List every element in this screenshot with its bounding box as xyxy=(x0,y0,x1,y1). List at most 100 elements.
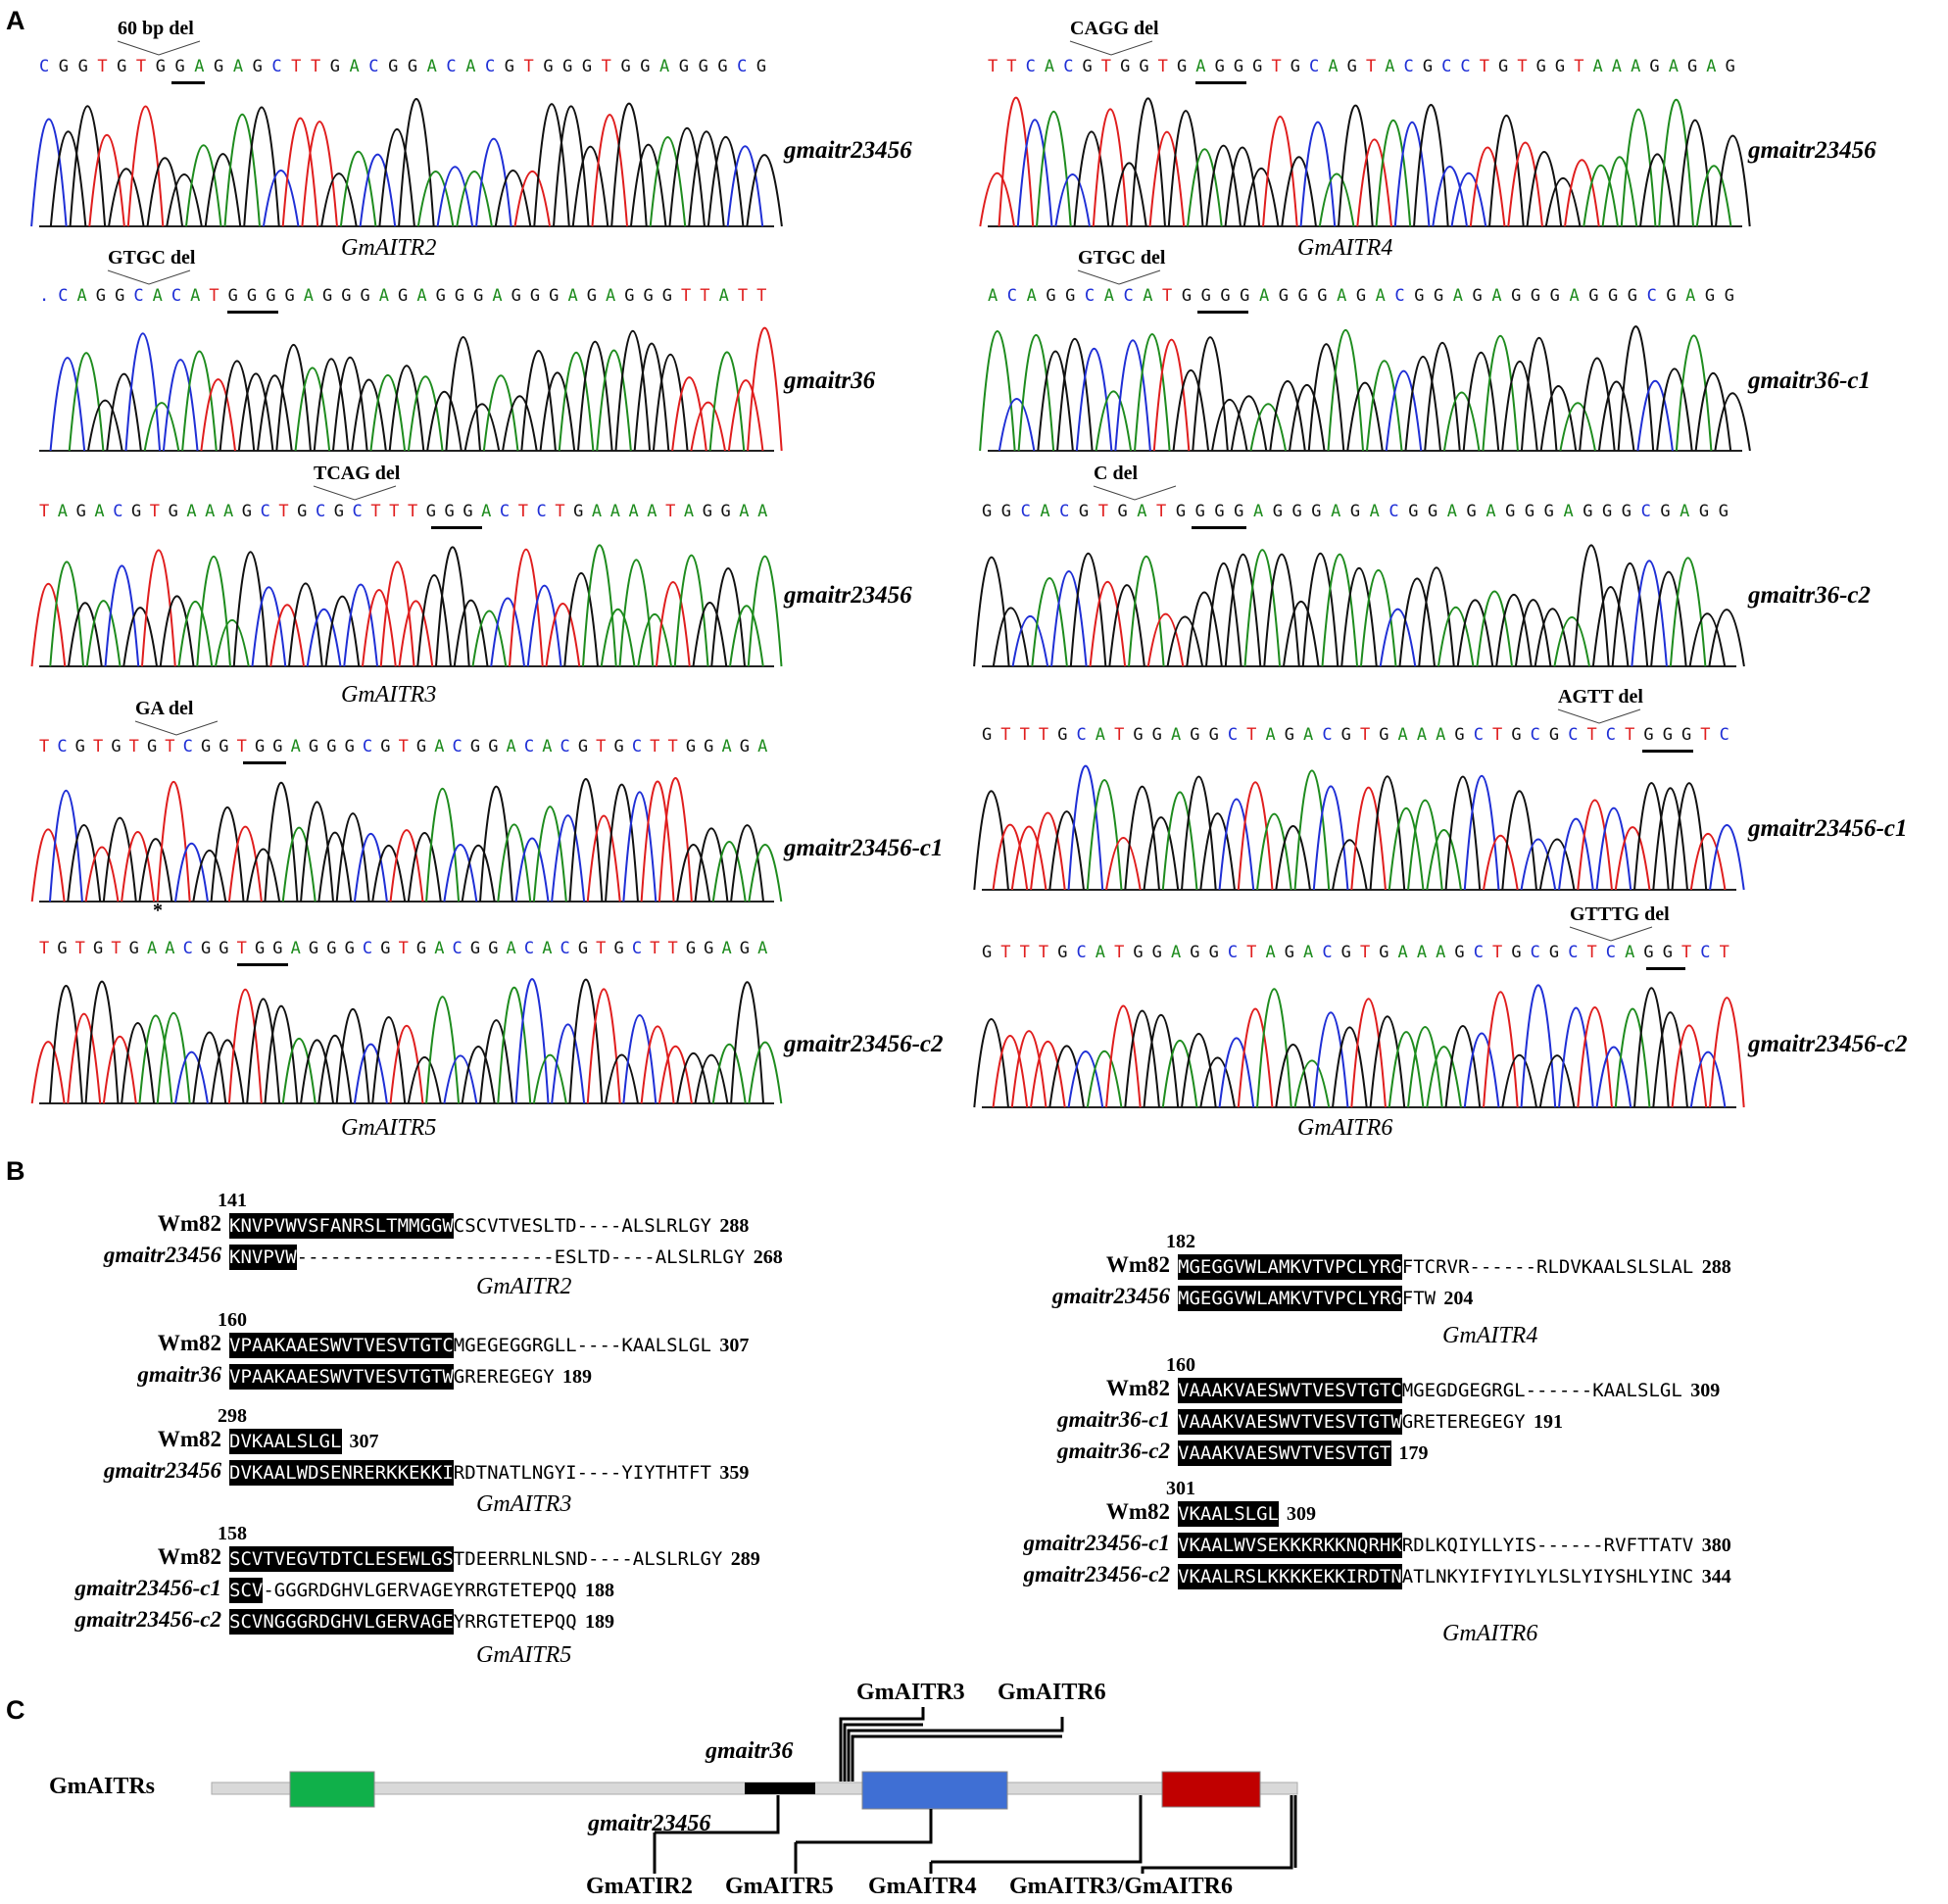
alignment-end-number: 268 xyxy=(753,1246,783,1268)
trace-sequence: CGGTGTGGAGAGCTTGACGGACACGTGGGTGGAGGGCG xyxy=(39,57,776,76)
alignment-start-number: 298 xyxy=(218,1405,247,1427)
alignment-start-number: 182 xyxy=(1166,1231,1195,1252)
pam-underline xyxy=(171,81,205,84)
alignment-row-name: gmaitr36-c2 xyxy=(1057,1439,1170,1463)
trace-sequence: GTTTGCATGGAGGCTAGACGTGAAAGCTGCGCTCTGGGTC xyxy=(982,725,1738,745)
trace-sequence: GTTTGCATGGAGGCTAGACGTGAAAGCTGCGCTCAGGTCT xyxy=(982,943,1738,962)
deletion-marker xyxy=(1557,708,1641,724)
conserved-highlight xyxy=(229,1546,454,1572)
chromatogram-trace xyxy=(973,544,1745,667)
chromatogram-trace xyxy=(39,327,783,452)
label-top-gmaitr3: GmAITR3 xyxy=(856,1680,965,1705)
deletion-label: GA del xyxy=(135,698,194,719)
label-bot-gmatir2: GmATIR2 xyxy=(586,1874,693,1899)
deletion-marker xyxy=(134,720,219,736)
alignment-start-number: 141 xyxy=(218,1190,247,1211)
panel-label-a: A xyxy=(6,6,25,35)
pam-underline xyxy=(1197,311,1248,314)
deletion-marker xyxy=(117,40,201,56)
alignment-end-number: 307 xyxy=(349,1431,379,1452)
conserved-highlight xyxy=(1178,1501,1280,1527)
alignment-row-name: Wm82 xyxy=(157,1427,221,1451)
label-gmaitr23456: gmaitr23456 xyxy=(588,1811,711,1836)
mutant-label: gmaitr23456 xyxy=(784,137,912,164)
conserved-highlight xyxy=(229,1245,297,1270)
pam-underline xyxy=(1192,526,1246,529)
protein-name: GmAITRs xyxy=(49,1774,156,1799)
alignment-sequence: KNVPVWVSFANRSLTMMGGWCSCVTVESLTD----ALSLR… xyxy=(229,1215,711,1237)
pam-underline xyxy=(1642,750,1693,753)
alignment-end-number: 307 xyxy=(719,1335,750,1356)
alignment-row-name: gmaitr23456 xyxy=(1051,1284,1170,1308)
alignment-row-name: gmaitr23456-c2 xyxy=(1023,1562,1171,1587)
pam-underline xyxy=(227,311,278,314)
pam-underline xyxy=(431,526,482,529)
deletion-label: GTTTG del xyxy=(1570,903,1670,925)
alignment-gene-label: GmAITR2 xyxy=(476,1274,572,1299)
chromatogram-trace xyxy=(979,325,1751,452)
deletion-marker xyxy=(1077,269,1161,285)
conserved-highlight xyxy=(229,1609,454,1635)
alignment-end-number: 179 xyxy=(1398,1442,1429,1464)
alignment-start-number: 158 xyxy=(218,1523,247,1544)
alignment-end-number: 204 xyxy=(1443,1288,1474,1309)
conserved-highlight xyxy=(1178,1533,1402,1558)
deletion-label: CAGG del xyxy=(1070,18,1159,39)
trace-sequence: TCGTGTGTCGGTGGAGGGCGTGACGGACACGTGCTTGGAG… xyxy=(39,737,776,757)
trace-sequence: ACAGGCACATGGGGAGGGAGACGGAGAGGGAGGGCGAGG xyxy=(988,286,1744,306)
alignment-sequence: SCVNGGGRDGHVLGERVAGEYRRGTETEPQQ xyxy=(229,1611,577,1633)
alignment-sequence: VKAALWVSEKKKRKKNQRHKRDLKQIYLLYIS------RV… xyxy=(1178,1535,1694,1556)
chromatogram-trace xyxy=(979,96,1751,227)
mutant-label: gmaitr36-c1 xyxy=(1748,367,1871,394)
trace-sequence: TGTGTGAACGGTGGAGGGCGTGACGGACACGTGCTTGGAG… xyxy=(39,939,776,958)
alignment-sequence: VKAALRSLKKKKEKKIRDTNATLNKYIFYIYLYLSLYIYS… xyxy=(1178,1566,1694,1587)
alignment-end-number: 288 xyxy=(1701,1256,1731,1278)
chromatogram-trace xyxy=(30,98,783,227)
mutant-label: gmaitr23456-c2 xyxy=(1748,1031,1908,1057)
top-markers xyxy=(839,1707,1064,1782)
alignment-row-name: Wm82 xyxy=(1105,1252,1170,1277)
conserved-highlight xyxy=(1178,1409,1402,1435)
conserved-highlight xyxy=(1178,1286,1402,1311)
mutant-label: gmaitr36-c2 xyxy=(1748,582,1871,609)
mutant-label: gmaitr23456-c1 xyxy=(784,835,944,861)
label-bot-gmaitr5: GmAITR5 xyxy=(725,1874,834,1899)
mutant-label: gmaitr23456-c2 xyxy=(784,1031,944,1057)
conserved-highlight xyxy=(229,1213,454,1239)
alignment-end-number: 188 xyxy=(584,1580,614,1601)
label-gmaitr36: gmaitr36 xyxy=(706,1738,794,1764)
alignment-sequence: SCVTVEGVTDTCLESEWLGSTDEERRLNLSND----ALSL… xyxy=(229,1548,723,1570)
alignment-row-name: Wm82 xyxy=(157,1211,221,1236)
deletion-marker xyxy=(107,269,191,285)
alignment-start-number: 301 xyxy=(1166,1478,1195,1499)
alignment-end-number: 289 xyxy=(730,1548,760,1570)
chromatogram-trace xyxy=(30,544,783,667)
mutant-label: gmaitr36 xyxy=(784,367,876,394)
gene-label: GmAITR4 xyxy=(1297,235,1393,261)
alignment-end-number: 344 xyxy=(1701,1566,1731,1587)
alignment-gene-label: GmAITR3 xyxy=(476,1491,572,1517)
trace-sequence: GGCACGTGATGGGGAGGGAGACGGAGAGGGAGGGCGAGG xyxy=(982,502,1738,521)
conserved-highlight xyxy=(229,1429,342,1454)
alignment-sequence: MGEGGVWLAMKVTVPCLYRGFTCRVR------RLDVKAAL… xyxy=(1178,1256,1694,1278)
alignment-end-number: 288 xyxy=(719,1215,750,1237)
pam-underline xyxy=(1195,81,1246,84)
alignment-row-name: Wm82 xyxy=(1105,1376,1170,1400)
deletion-label: 60 bp del xyxy=(118,18,194,39)
chromatogram-trace xyxy=(973,984,1745,1108)
alignment-sequence: KNVPVW-----------------------ESLTD----AL… xyxy=(229,1246,746,1268)
label-top-gmaitr6: GmAITR6 xyxy=(998,1680,1106,1705)
alignment-row-name: gmaitr23456 xyxy=(103,1458,221,1483)
alignment-sequence: SCV-GGGRDGHVLGERVAGEYRRGTETEPQQ xyxy=(229,1580,577,1601)
pam-underline xyxy=(1646,967,1685,970)
gene-label: GmAITR2 xyxy=(341,235,437,261)
conserved-highlight xyxy=(229,1578,264,1603)
deletion-label: GTGC del xyxy=(1078,247,1166,269)
conserved-highlight xyxy=(1178,1440,1391,1466)
alignment-end-number: 359 xyxy=(719,1462,750,1484)
deletion-label: * xyxy=(153,900,163,921)
deletion-marker xyxy=(313,485,397,501)
panel-label-c: C xyxy=(6,1695,25,1725)
alignment-end-number: 309 xyxy=(1287,1503,1317,1525)
